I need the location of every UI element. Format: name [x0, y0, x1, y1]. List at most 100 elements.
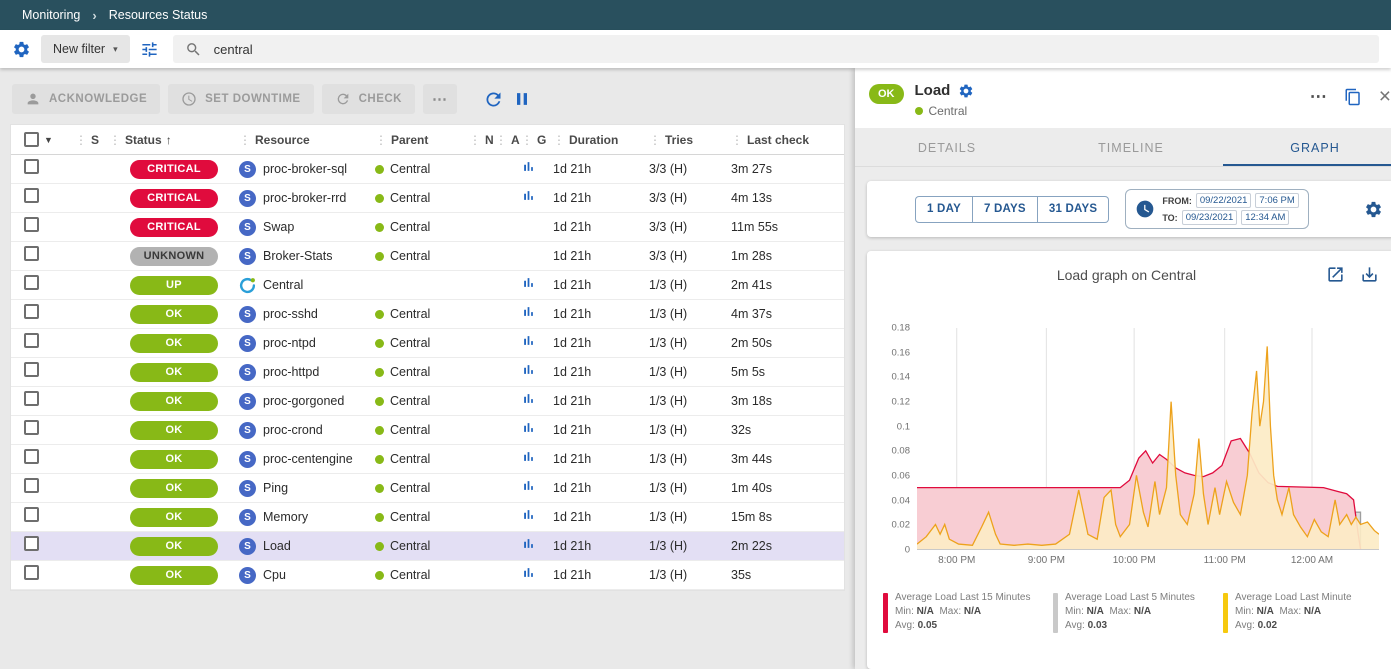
graph-icon[interactable] [521, 391, 536, 406]
resource-name[interactable]: Swap [263, 220, 295, 234]
parent-name[interactable]: Central [390, 307, 431, 321]
table-row[interactable]: OK S Load Central 1d 21h 1/3 (H) 2m 22s [11, 532, 844, 561]
graph-icon[interactable] [521, 507, 536, 522]
graph-icon[interactable] [521, 420, 536, 435]
row-checkbox[interactable] [24, 188, 39, 203]
resource-name[interactable]: proc-ntpd [263, 336, 316, 350]
table-row[interactable]: OK S Cpu Central 1d 21h 1/3 (H) 35s [11, 561, 844, 590]
tab-graph[interactable]: GRAPH [1223, 128, 1391, 166]
more-actions-button[interactable]: ⋯ [422, 84, 457, 114]
column-header-status[interactable]: ⋮ Status ↑ [109, 132, 172, 147]
column-header-resource[interactable]: ⋮ Resource [239, 132, 310, 147]
search-input[interactable]: central [213, 41, 253, 57]
tab-timeline[interactable]: TIMELINE [1098, 141, 1164, 155]
parent-name[interactable]: Central [390, 249, 431, 263]
row-checkbox[interactable] [24, 478, 39, 493]
column-header-duration[interactable]: ⋮ Duration [553, 132, 619, 147]
column-header-n[interactable]: ⋮ N [469, 132, 494, 147]
parent-name[interactable]: Central [390, 568, 431, 582]
graph-icon[interactable] [521, 188, 536, 203]
to-time[interactable]: 12:34 AM [1241, 210, 1290, 225]
export-icon[interactable] [1326, 265, 1345, 284]
resource-name[interactable]: Broker-Stats [263, 249, 333, 263]
column-header-a[interactable]: ⋮ A [495, 132, 520, 147]
row-checkbox[interactable] [24, 449, 39, 464]
table-row[interactable]: UP Central 1d 21h 1/3 (H) 2m 41s [11, 271, 844, 300]
table-row[interactable]: OK S Memory Central 1d 21h 1/3 (H) 15m 8s [11, 503, 844, 532]
panel-settings-gear-icon[interactable] [958, 83, 974, 99]
table-row[interactable]: UNKNOWN S Broker-Stats Central 1d 21h 3/3 (H)… [11, 242, 844, 271]
to-date[interactable]: 09/23/2021 [1181, 210, 1238, 225]
time-range-1-day-button[interactable]: 1 DAY [915, 195, 973, 223]
graph-icon[interactable] [521, 333, 536, 348]
table-row[interactable]: CRITICAL S Swap Central 1d 21h 3/3 (H) 11m 55s [11, 213, 844, 242]
graph-icon[interactable] [521, 449, 536, 464]
resource-name[interactable]: proc-sshd [263, 307, 318, 321]
row-checkbox[interactable] [24, 217, 39, 232]
resource-name[interactable]: proc-broker-rrd [263, 191, 347, 205]
graph-icon[interactable] [521, 304, 536, 319]
set-downtime-button[interactable]: SET DOWNTIME [168, 84, 314, 114]
row-checkbox[interactable] [24, 304, 39, 319]
parent-name[interactable]: Central [390, 510, 431, 524]
graph-icon[interactable] [521, 478, 536, 493]
graph-icon[interactable] [521, 565, 536, 580]
resource-name[interactable]: proc-httpd [263, 365, 320, 379]
row-checkbox[interactable] [24, 565, 39, 580]
table-row[interactable]: OK S Ping Central 1d 21h 1/3 (H) 1m 40s [11, 474, 844, 503]
custom-time-range[interactable]: FROM: 09/22/2021 7:06 PM TO: 09/23/2021 … [1125, 189, 1309, 229]
column-header-s[interactable]: ⋮ S [75, 132, 100, 147]
row-checkbox[interactable] [24, 159, 39, 174]
parent-name[interactable]: Central [390, 336, 431, 350]
legend-item[interactable]: Average Load Last Minute Min: N/A Max: N/… [1223, 591, 1379, 633]
resource-name[interactable]: proc-gorgoned [263, 394, 345, 408]
resource-name[interactable]: Ping [263, 481, 289, 495]
parent-name[interactable]: Central [390, 539, 431, 553]
parent-name[interactable]: Central [390, 452, 431, 466]
legend-item[interactable]: Average Load Last 15 Minutes Min: N/A Max… [883, 591, 1039, 633]
graph-settings-gear-icon[interactable] [1364, 200, 1383, 219]
pause-icon[interactable] [512, 89, 532, 109]
breadcrumb-monitoring[interactable]: Monitoring [22, 8, 81, 22]
resource-name[interactable]: Central [263, 278, 304, 292]
download-icon[interactable] [1360, 265, 1379, 284]
select-menu-chevron-icon[interactable]: ▼ [44, 134, 53, 145]
legend-item[interactable]: Average Load Last 5 Minutes Min: N/A Max:… [1053, 591, 1209, 633]
time-range-31-days-button[interactable]: 31 DAYS [1037, 195, 1110, 223]
acknowledge-button[interactable]: ACKNOWLEDGE [12, 84, 161, 114]
select-all-checkbox[interactable] [24, 132, 39, 147]
from-time[interactable]: 7:06 PM [1255, 193, 1299, 208]
row-checkbox[interactable] [24, 391, 39, 406]
resource-name[interactable]: Cpu [263, 568, 286, 582]
resource-name[interactable]: Load [263, 539, 291, 553]
parent-name[interactable]: Central [390, 365, 431, 379]
resource-name[interactable]: proc-broker-sql [263, 162, 348, 176]
breadcrumb-resources-status[interactable]: Resources Status [108, 8, 208, 22]
panel-more-icon[interactable]: ⋯ [1309, 87, 1327, 106]
time-range-7-days-button[interactable]: 7 DAYS [972, 195, 1038, 223]
tab-details[interactable]: DETAILS [917, 141, 977, 155]
parent-name[interactable]: Central [390, 162, 431, 176]
row-checkbox[interactable] [24, 333, 39, 348]
refresh-icon[interactable] [483, 89, 504, 110]
graph-icon[interactable] [521, 362, 536, 377]
filter-settings-gear-icon[interactable] [12, 40, 31, 59]
tune-filter-icon[interactable] [140, 40, 159, 59]
close-panel-icon[interactable]: × [1378, 85, 1391, 108]
parent-name[interactable]: Central [390, 423, 431, 437]
search-field[interactable]: central [172, 35, 1379, 63]
parent-name[interactable]: Central [390, 394, 431, 408]
row-checkbox[interactable] [24, 275, 39, 290]
parent-name[interactable]: Central [390, 220, 431, 234]
parent-name[interactable]: Central [390, 481, 431, 495]
new-filter-button[interactable]: New filter ▾ [41, 35, 130, 63]
parent-name[interactable]: Central [390, 191, 431, 205]
